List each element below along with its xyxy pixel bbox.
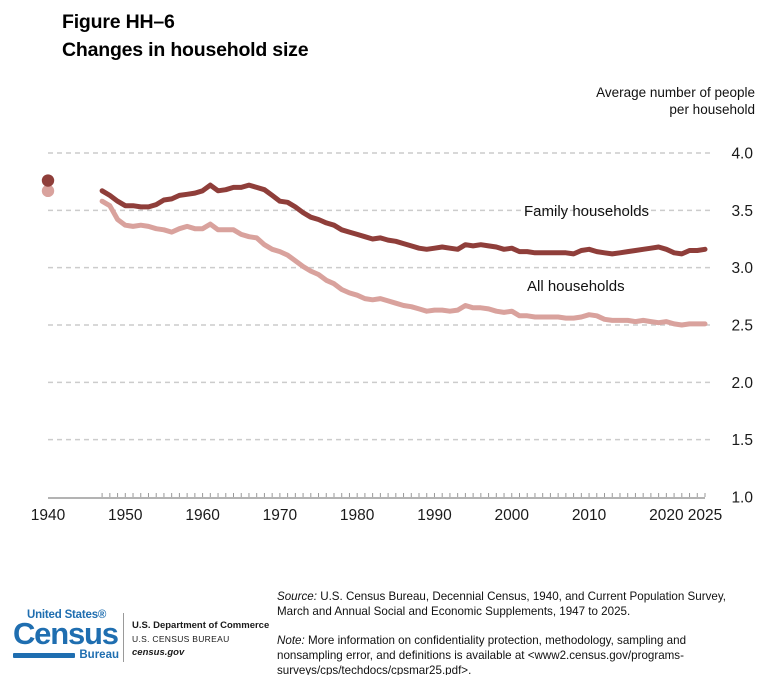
x-tick-label-1960: 1960 xyxy=(185,507,220,524)
logo-census-wordmark: Census xyxy=(13,616,119,651)
source-note: Source: U.S. Census Bureau, Decennial Ce… xyxy=(277,589,751,620)
logo-bar-row: Bureau xyxy=(13,649,119,661)
x-tick-label-1990: 1990 xyxy=(417,507,452,524)
y-tick-label-1.5: 1.5 xyxy=(731,432,753,449)
methodology-note: Note: More information on confidentialit… xyxy=(277,633,751,675)
y-axis-title-line2: per household xyxy=(669,102,755,117)
census-logo: United States® Census Bureau xyxy=(13,609,119,661)
x-tick-label-2010: 2010 xyxy=(572,507,607,524)
family-series-label: Family households xyxy=(524,203,650,220)
note-text: More information on confidentiality prot… xyxy=(277,633,687,675)
department-block: U.S. Department of Commerce U.S. CENSUS … xyxy=(132,620,269,658)
dept-commerce-line: U.S. Department of Commerce xyxy=(132,620,270,631)
logo-united-states: United States® xyxy=(27,609,107,621)
x-tick-label-1980: 1980 xyxy=(340,507,375,524)
y-tick-label-2.5: 2.5 xyxy=(731,318,753,335)
census-gov-line: census.gov xyxy=(132,647,185,658)
census-bureau-line: U.S. CENSUS BUREAU xyxy=(132,634,230,644)
logo-bureau: Bureau xyxy=(79,649,119,661)
y-tick-label-3.5: 3.5 xyxy=(731,203,753,220)
source-label: Source: xyxy=(277,589,317,603)
all-households-line xyxy=(99,198,708,328)
x-tick-label-1940: 1940 xyxy=(31,507,66,524)
family-households-line xyxy=(99,182,708,257)
y-axis-title-line1: Average number of people xyxy=(596,85,755,100)
all-households-1940-dot xyxy=(41,184,55,198)
figure-title: Changes in household size xyxy=(62,39,309,61)
x-tick-label-2025: 2025 xyxy=(688,507,722,524)
y-tick-label-3.0: 3.0 xyxy=(731,260,753,277)
source-text: U.S. Census Bureau, Decennial Census, 19… xyxy=(277,589,726,618)
logo-divider xyxy=(123,613,124,662)
all-series-label: All households xyxy=(527,278,625,295)
x-tick-label-2020: 2020 xyxy=(649,507,684,524)
x-tick-label-2000: 2000 xyxy=(495,507,530,524)
y-tick-label-1.0: 1.0 xyxy=(731,490,753,507)
x-tick-label-1950: 1950 xyxy=(108,507,143,524)
logo-bar xyxy=(13,652,76,658)
note-label: Note: xyxy=(277,633,305,647)
x-tick-label-1970: 1970 xyxy=(263,507,298,524)
y-tick-label-2.0: 2.0 xyxy=(731,375,753,392)
y-axis-title: Average number of people per household xyxy=(596,84,755,118)
y-tick-label-4.0: 4.0 xyxy=(731,146,753,163)
figure-title-block: Figure HH–6 Changes in household size xyxy=(62,8,309,64)
family-households-1940-dot xyxy=(41,174,55,187)
figure-number: Figure HH–6 xyxy=(62,11,175,33)
